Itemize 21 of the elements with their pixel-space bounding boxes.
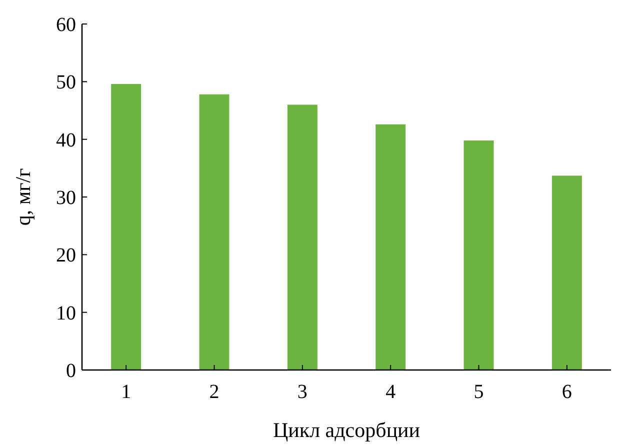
bar bbox=[111, 84, 142, 370]
y-axis-title: q, мг/г bbox=[11, 168, 35, 226]
bar bbox=[376, 124, 406, 370]
x-tick-label: 5 bbox=[474, 381, 484, 403]
y-tick-label: 10 bbox=[56, 302, 76, 324]
y-tick-label: 40 bbox=[56, 129, 76, 152]
y-tick-label: 0 bbox=[66, 360, 76, 382]
x-axis-title: Цикл адсорбции bbox=[272, 418, 420, 442]
bar bbox=[552, 176, 582, 370]
y-tick-label: 20 bbox=[56, 244, 76, 267]
x-tick-label: 4 bbox=[386, 381, 396, 403]
y-tick-label: 30 bbox=[56, 187, 76, 209]
y-tick-label: 50 bbox=[56, 72, 76, 94]
x-tick-label: 3 bbox=[297, 381, 308, 403]
bar bbox=[199, 94, 230, 370]
bar bbox=[287, 104, 318, 370]
bar bbox=[464, 140, 494, 370]
x-tick-label: 2 bbox=[209, 381, 220, 403]
x-tick-label: 1 bbox=[121, 381, 132, 403]
x-tick-label: 6 bbox=[562, 381, 572, 403]
y-tick-label: 60 bbox=[56, 14, 76, 36]
